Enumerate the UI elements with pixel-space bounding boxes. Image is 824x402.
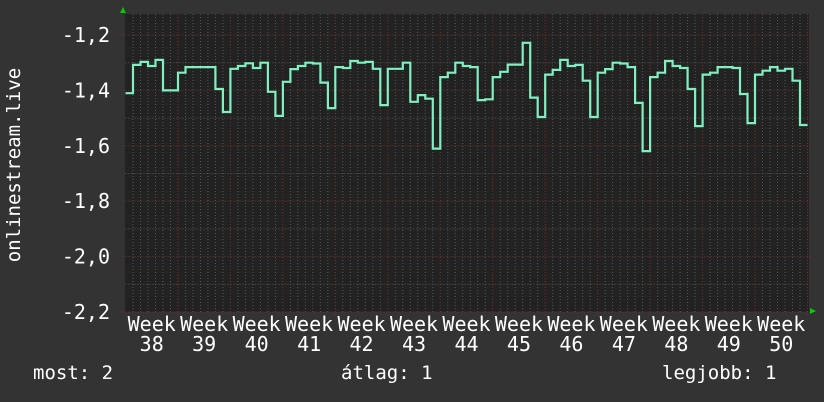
legend-max: legjobb: 1 (662, 362, 777, 384)
x-tick-label: Week 47 (600, 312, 648, 356)
x-tick-label: Week 41 (285, 312, 333, 356)
y-tick-label: -1,8 (62, 189, 110, 213)
x-tick-label: Week 44 (442, 312, 490, 356)
y-tick-label: -1,6 (62, 134, 110, 158)
x-tick-label: Week 49 (705, 312, 753, 356)
x-tick-label: Week 50 (757, 312, 805, 356)
y-tick-label: -2,2 (62, 300, 110, 324)
x-tick-label: Week 43 (390, 312, 438, 356)
x-tick-label: Week 40 (233, 312, 281, 356)
x-tick-label: Week 45 (495, 312, 543, 356)
y-tick-label: -2,0 (62, 245, 110, 269)
y-axis-arrow-icon (120, 7, 126, 13)
legend-current: most: 2 (33, 362, 114, 384)
y-axis-label: onlinestream.live (3, 68, 25, 262)
series-line (125, 41, 808, 153)
plot-area (125, 14, 809, 312)
x-axis-arrow-icon (810, 308, 816, 314)
y-axis: -1,2 -1,4 -1,6 -1,8 -2,0 -2,2 (62, 23, 110, 324)
x-tick-label: Week 38 (128, 312, 176, 356)
legend-average: átlag: 1 (341, 362, 433, 384)
y-tick-label: -1,4 (62, 78, 110, 102)
y-tick-label: -1,2 (62, 23, 110, 47)
x-tick-label: Week 48 (652, 312, 700, 356)
x-tick-label: Week 39 (180, 312, 228, 356)
x-tick-label: Week 42 (337, 312, 385, 356)
x-tick-label: Week 46 (547, 312, 595, 356)
